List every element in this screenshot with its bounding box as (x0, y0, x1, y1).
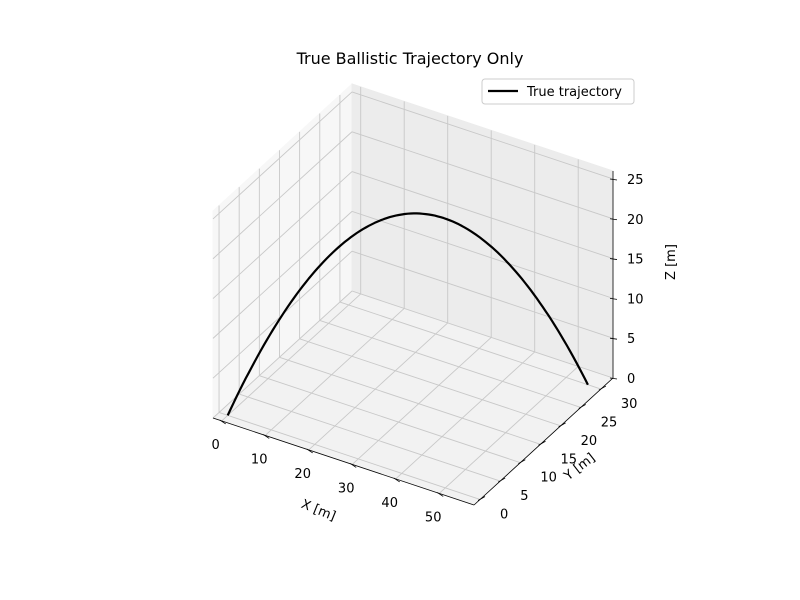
chart-title: True Ballistic Trajectory Only (296, 49, 524, 68)
x-tick-mark (436, 492, 444, 497)
z-gridline-left (212, 131, 353, 260)
x-gridline-floor (395, 351, 536, 480)
series-line-true-trajectory (226, 212, 589, 416)
x-tick-label: 40 (381, 496, 398, 511)
x-tick-label: 50 (425, 510, 442, 525)
y-tick-mark (558, 422, 566, 428)
z-gridline-back (351, 91, 614, 180)
x-gridline-floor (308, 322, 449, 451)
z-gridline-back (351, 171, 614, 260)
x-gridline-floor (438, 366, 579, 494)
y-gridline-floor (218, 412, 481, 500)
z-gridline-left (212, 211, 353, 339)
z-tick-mark (609, 218, 618, 221)
z-tick-label: 10 (627, 292, 644, 307)
z-axis-label: Z [m] (664, 244, 679, 280)
z-gridline-left (212, 91, 353, 220)
x-tick-mark (306, 448, 313, 454)
y-tick-mark (518, 459, 526, 465)
y-tick-label: 30 (621, 397, 638, 412)
x-tick-mark (393, 477, 400, 483)
y-tick-label: 0 (500, 507, 508, 522)
y-tick-label: 20 (581, 434, 598, 449)
x-axis-line (212, 417, 475, 506)
y-tick-label: 15 (560, 452, 577, 467)
y-gridline-floor (259, 375, 521, 464)
z-gridline-back (351, 210, 614, 299)
series-layer (226, 212, 589, 416)
y-gridline-floor (239, 393, 501, 482)
z-gridline-back (351, 290, 614, 379)
z-tick-mark (609, 297, 618, 300)
z-tick-label: 20 (627, 213, 644, 228)
grid-lines (212, 86, 614, 500)
y-tick-mark (578, 404, 586, 409)
z-tick-mark (609, 178, 618, 181)
axis-lines (212, 171, 614, 506)
y-tick-label: 25 (601, 415, 618, 430)
y-gridline-floor (339, 301, 602, 390)
x-tick-label: 0 (212, 438, 220, 453)
z-gridline-back (351, 131, 614, 220)
z-tick-label: 0 (627, 372, 635, 387)
y-axis-line (473, 377, 614, 506)
y-gridline-floor (319, 320, 581, 408)
z-tick-label: 5 (627, 332, 635, 347)
z-tick-mark (609, 377, 618, 380)
z-gridline-left (212, 171, 353, 299)
legend-frame (481, 78, 635, 105)
x-tick-label: 10 (251, 452, 268, 467)
y-tick-mark (598, 385, 607, 391)
y-tick-label: 5 (520, 489, 528, 504)
legend: True trajectory (481, 78, 635, 105)
y-tick-mark (497, 477, 506, 483)
x-tick-label: 20 (294, 467, 311, 482)
y-gridline-floor (279, 356, 541, 445)
z-tick-mark (609, 337, 618, 340)
z-tick-label: 25 (627, 173, 644, 188)
x-tick-mark (219, 419, 226, 425)
x-tick-label: 30 (338, 481, 355, 496)
x-gridline-floor (221, 293, 362, 422)
z-gridline-back (351, 250, 614, 339)
x-tick-mark (262, 434, 270, 439)
y-gridline-floor (299, 338, 561, 427)
x-gridline-floor (351, 337, 492, 465)
y-tick-label: 10 (540, 471, 557, 486)
x-tick-mark (349, 463, 357, 468)
x-gridline-floor (264, 308, 405, 436)
legend-label-true-trajectory: True trajectory (526, 85, 622, 100)
y-tick-mark (538, 440, 546, 446)
y-tick-mark (477, 496, 486, 501)
z-tick-label: 15 (627, 253, 644, 268)
z-tick-mark (609, 258, 618, 260)
